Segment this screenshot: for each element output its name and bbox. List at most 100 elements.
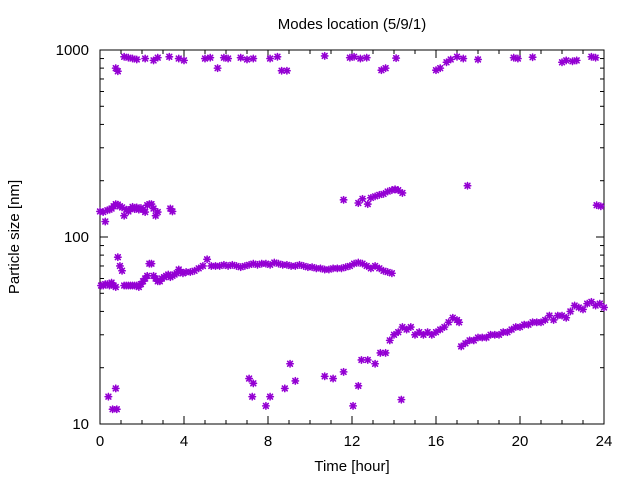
- data-point: [578, 305, 588, 314]
- data-point-stroke: [283, 67, 291, 74]
- data-point-stroke: [266, 55, 274, 62]
- data-point: [141, 54, 150, 63]
- data-point-stroke: [588, 298, 595, 306]
- data-point-stroke: [529, 54, 536, 61]
- data-point: [394, 328, 403, 337]
- data-point: [397, 395, 406, 404]
- data-point: [350, 52, 359, 61]
- data-point-stroke: [114, 253, 122, 261]
- data-point: [339, 195, 348, 204]
- data-point: [566, 307, 575, 316]
- data-point-stroke: [449, 314, 457, 321]
- data-point: [436, 325, 445, 334]
- data-point-stroke: [148, 200, 155, 208]
- data-point-stroke: [148, 260, 155, 267]
- data-point-stroke: [508, 326, 515, 333]
- data-point: [545, 311, 554, 320]
- data-point-stroke: [377, 349, 384, 357]
- plot-frame: [99, 49, 605, 425]
- data-point: [572, 56, 581, 65]
- data-point: [442, 58, 451, 67]
- data-point: [113, 67, 122, 76]
- data-point: [153, 208, 162, 217]
- data-point-stroke: [274, 53, 281, 60]
- data-point-stroke: [516, 323, 524, 331]
- data-point-stroke: [118, 204, 126, 211]
- data-point: [455, 318, 464, 327]
- data-point-stroke: [102, 218, 109, 225]
- data-point-stroke: [436, 64, 444, 72]
- data-point-stroke: [340, 368, 347, 376]
- data-point-stroke: [321, 373, 328, 380]
- data-point-stroke: [371, 262, 379, 270]
- data-point-stroke: [403, 326, 410, 333]
- data-point-stroke: [470, 337, 478, 344]
- data-point-stroke: [571, 302, 578, 309]
- data-point: [273, 52, 282, 61]
- data-point: [249, 54, 258, 63]
- data-point: [147, 259, 156, 268]
- x-tick-label: 24: [596, 433, 613, 450]
- data-point-stroke: [596, 300, 604, 307]
- data-point-stroke: [133, 56, 140, 63]
- data-point: [266, 392, 275, 401]
- data-point: [459, 54, 468, 63]
- data-point-stroke: [249, 393, 256, 400]
- data-point-stroke: [415, 328, 423, 336]
- data-point: [141, 208, 150, 217]
- data-point-stroke: [398, 396, 405, 403]
- data-point: [111, 384, 120, 393]
- data-point-stroke: [201, 55, 209, 62]
- data-point-stroke: [464, 182, 471, 189]
- data-point: [111, 283, 120, 292]
- data-point: [463, 181, 472, 190]
- points-layer: [96, 51, 609, 414]
- data-point-stroke: [386, 337, 394, 344]
- data-point-stroke: [457, 343, 465, 350]
- data-point: [473, 55, 483, 64]
- x-tick-label: 12: [344, 433, 361, 450]
- data-point-stroke: [441, 323, 448, 331]
- data-point-stroke: [250, 380, 257, 387]
- x-tick-label: 0: [96, 433, 104, 450]
- data-point: [452, 52, 462, 61]
- data-point-stroke: [150, 57, 157, 64]
- data-point: [591, 53, 600, 62]
- data-point-stroke: [424, 328, 431, 336]
- data-point-stroke: [281, 385, 289, 392]
- data-point-stroke: [371, 360, 379, 367]
- data-point-stroke: [455, 319, 463, 326]
- y-tick-label: 10: [72, 416, 89, 433]
- data-point-stroke: [432, 328, 440, 336]
- data-point: [363, 355, 372, 364]
- data-point: [362, 53, 371, 62]
- data-point-stroke: [514, 55, 522, 62]
- data-point: [203, 255, 212, 264]
- data-point-stroke: [436, 326, 444, 333]
- data-point-stroke: [428, 331, 436, 338]
- data-point-stroke: [562, 57, 570, 64]
- data-point-stroke: [250, 55, 257, 62]
- ticks-layer: 0 4 8 12 16 20 24 10 100 1000: [56, 42, 613, 450]
- data-point-stroke: [462, 340, 469, 347]
- data-point: [320, 51, 329, 60]
- data-point-stroke: [245, 375, 253, 382]
- data-point-stroke: [359, 195, 366, 203]
- data-point-stroke: [358, 356, 365, 364]
- data-point: [198, 261, 207, 270]
- data-point-stroke: [207, 54, 214, 61]
- data-point-stroke: [144, 272, 151, 280]
- data-point-stroke: [597, 203, 605, 210]
- data-point-stroke: [562, 314, 570, 321]
- y-tick-label: 1000: [56, 42, 89, 59]
- data-point-stroke: [390, 331, 398, 338]
- data-point-stroke: [224, 55, 232, 62]
- data-point-stroke: [329, 375, 337, 382]
- data-point-stroke: [169, 208, 176, 215]
- data-point: [180, 56, 188, 65]
- data-point-stroke: [266, 393, 274, 400]
- data-point: [112, 405, 121, 414]
- data-point-stroke: [359, 260, 366, 267]
- data-point: [113, 253, 122, 262]
- data-point: [528, 53, 537, 62]
